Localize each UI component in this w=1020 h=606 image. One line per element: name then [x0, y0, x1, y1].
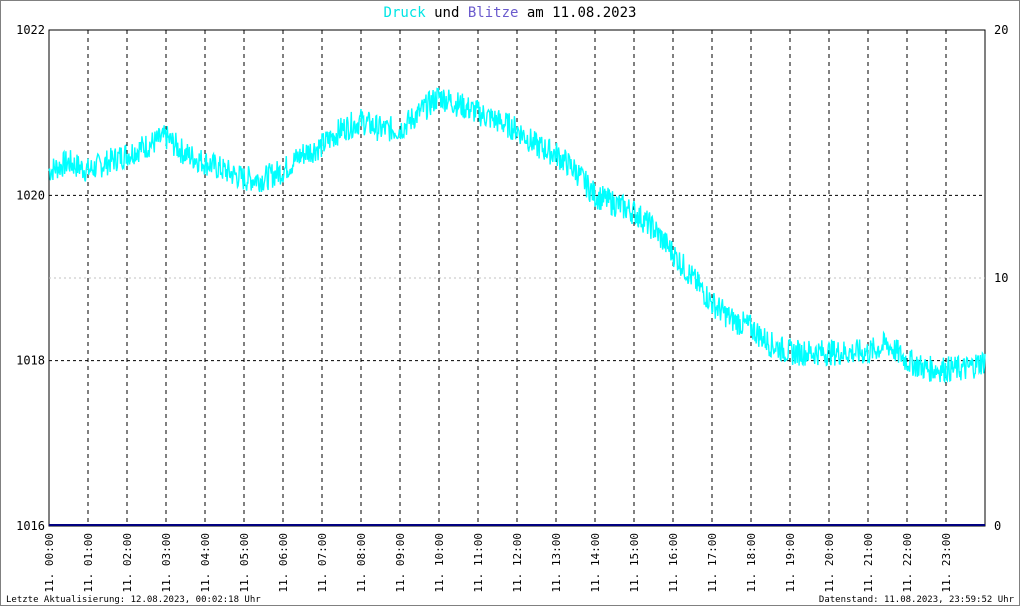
- x-tick-label: 11. 07:00: [316, 533, 329, 593]
- x-tick-label: 11. 22:00: [901, 533, 914, 593]
- chart-title: Druck und Blitze am 11.08.2023: [0, 5, 1020, 21]
- x-tick-label: 11. 03:00: [160, 533, 173, 593]
- x-tick-label: 11. 15:00: [628, 533, 641, 593]
- x-tick-label: 11. 12:00: [511, 533, 524, 593]
- x-tick-label: 11. 09:00: [394, 533, 407, 593]
- y-left-tick-label: 1020: [16, 188, 45, 202]
- x-tick-label: 11. 14:00: [589, 533, 602, 593]
- x-tick-label: 11. 00:00: [43, 533, 56, 593]
- data-state-text: Datenstand: 11.08.2023, 23:59:52 Uhr: [818, 595, 1014, 605]
- x-tick-label: 11. 08:00: [355, 533, 368, 593]
- x-tick-label: 11. 16:00: [667, 533, 680, 593]
- last-update-text: Letzte Aktualisierung: 12.08.2023, 00:02…: [6, 595, 261, 605]
- y-left-tick-label: 1018: [16, 354, 45, 368]
- title-series2: Blitze: [467, 5, 519, 21]
- y-right-tick-label: 20: [994, 23, 1008, 37]
- x-tick-label: 11. 13:00: [550, 533, 563, 593]
- title-series1: Druck: [383, 5, 426, 21]
- x-tick-label: 11. 10:00: [433, 533, 446, 593]
- title-joiner: und: [434, 5, 460, 21]
- title-prefix: am: [526, 5, 544, 21]
- x-tick-label: 11. 18:00: [745, 533, 758, 593]
- x-tick-label: 11. 17:00: [706, 533, 719, 593]
- y-left-tick-label: 1016: [16, 519, 45, 533]
- x-tick-label: 11. 06:00: [277, 533, 290, 593]
- x-tick-label: 11. 23:00: [940, 533, 953, 593]
- x-tick-label: 11. 01:00: [82, 533, 95, 593]
- y-right-tick-label: 0: [994, 519, 1001, 533]
- x-tick-label: 11. 05:00: [238, 533, 251, 593]
- x-tick-label: 11. 19:00: [784, 533, 797, 593]
- x-tick-label: 11. 21:00: [862, 533, 875, 593]
- x-tick-label: 11. 20:00: [823, 533, 836, 593]
- y-left-tick-label: 1022: [16, 23, 45, 37]
- x-tick-label: 11. 04:00: [199, 533, 212, 593]
- series-line-druck: [48, 87, 986, 384]
- title-date: 11.08.2023: [552, 5, 637, 21]
- y-right-tick-label: 10: [994, 271, 1008, 285]
- x-tick-label: 11. 11:00: [472, 533, 485, 593]
- x-tick-label: 11. 02:00: [121, 533, 134, 593]
